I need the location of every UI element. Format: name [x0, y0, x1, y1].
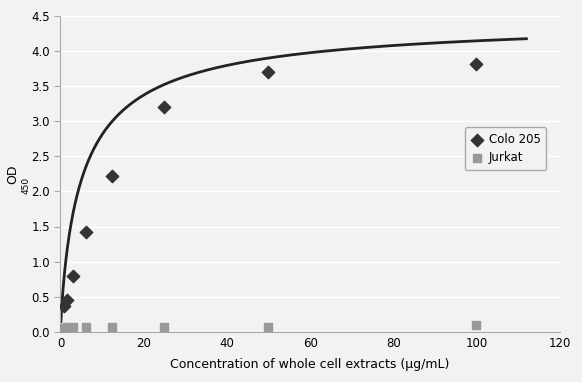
Text: 450: 450: [22, 176, 31, 194]
Jurkat: [82, 324, 91, 330]
Jurkat: [264, 324, 273, 330]
Colo 205: [62, 297, 72, 303]
Colo 205: [264, 69, 273, 75]
Jurkat: [69, 324, 78, 330]
Colo 205: [82, 229, 91, 235]
Jurkat: [108, 324, 117, 330]
Colo 205: [59, 303, 68, 309]
Colo 205: [472, 61, 481, 67]
Text: OD: OD: [6, 164, 20, 184]
Legend: Colo 205, Jurkat: Colo 205, Jurkat: [465, 127, 546, 170]
Colo 205: [160, 104, 169, 110]
Jurkat: [59, 325, 68, 331]
Jurkat: [472, 322, 481, 328]
X-axis label: Concentration of whole cell extracts (μg/mL): Concentration of whole cell extracts (μg…: [171, 358, 450, 371]
Jurkat: [160, 324, 169, 330]
Colo 205: [69, 272, 78, 278]
Colo 205: [108, 173, 117, 179]
Jurkat: [62, 324, 72, 330]
